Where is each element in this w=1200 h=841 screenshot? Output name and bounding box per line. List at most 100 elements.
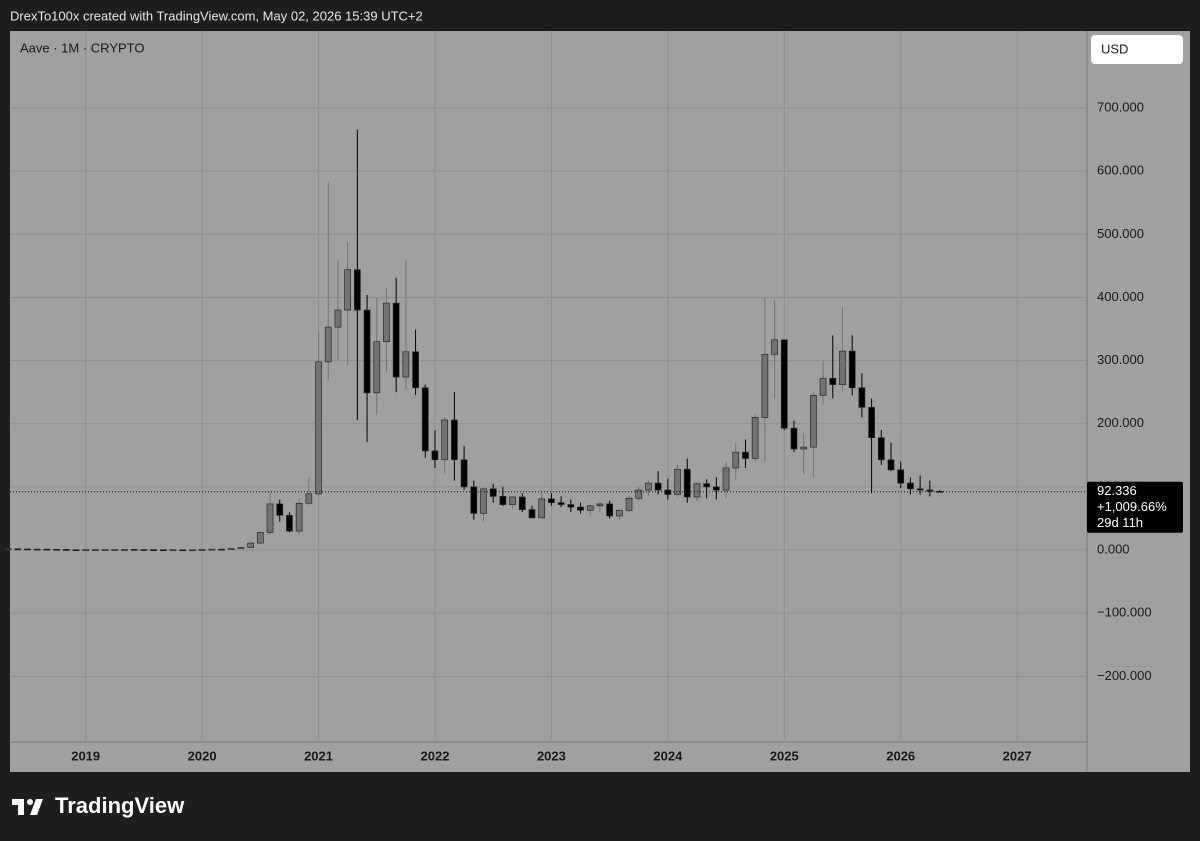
- candle-body: [24, 548, 31, 551]
- candle-body: [771, 339, 778, 355]
- x-tick-label: 2025: [770, 748, 799, 763]
- candle-body: [412, 351, 419, 389]
- candle-body: [790, 427, 798, 450]
- candle-body: [460, 459, 468, 488]
- x-tick-label: 2022: [421, 748, 450, 763]
- candle-body: [567, 504, 575, 508]
- logo-shape: [27, 799, 33, 805]
- candle-body: [926, 489, 934, 492]
- candle-body: [130, 549, 138, 551]
- candle-body: [334, 309, 342, 328]
- candle-body: [528, 509, 536, 519]
- candle-body: [509, 496, 516, 505]
- x-tick-label: 2023: [537, 748, 566, 763]
- candle-body: [732, 451, 740, 469]
- logo-shape: [30, 799, 43, 815]
- last-price-label: 92.336: [1097, 483, 1137, 498]
- candle-body: [557, 502, 565, 505]
- x-tick-label: 2026: [886, 748, 915, 763]
- candle-body: [722, 467, 730, 491]
- candle-body: [615, 509, 623, 517]
- candle-body: [169, 549, 177, 552]
- candle-body: [14, 548, 22, 551]
- chart-panel: [10, 31, 1190, 772]
- candle-body: [635, 489, 643, 499]
- candle-body: [92, 549, 99, 551]
- candle-body: [101, 549, 109, 551]
- chart-title: Aave · 1M · CRYPTO: [20, 40, 145, 55]
- last-price-box: [1087, 481, 1183, 533]
- candle-body: [198, 549, 206, 551]
- axes: −200.000−100.0000.000100.000200.000300.0…: [71, 99, 1183, 763]
- candle-body: [489, 488, 497, 497]
- candle-body: [548, 498, 555, 504]
- candle-body: [53, 548, 60, 551]
- candle-body: [480, 488, 487, 514]
- candle-body: [227, 548, 235, 550]
- candle-body: [858, 387, 866, 408]
- candle-body: [645, 482, 652, 491]
- currency-label[interactable]: USD: [1101, 41, 1128, 56]
- y-tick-label: 400.000: [1097, 289, 1144, 304]
- brand-logo: [12, 799, 43, 815]
- currency-button[interactable]: [1091, 35, 1183, 64]
- y-tick-label: 700.000: [1097, 99, 1144, 114]
- candle-body: [208, 548, 216, 551]
- candle-body: [402, 351, 410, 378]
- y-tick-label: 500.000: [1097, 226, 1144, 241]
- candle-body: [392, 302, 400, 378]
- candle-body: [159, 549, 167, 552]
- y-tick-label: 600.000: [1097, 163, 1144, 178]
- candle-body: [810, 394, 817, 448]
- candle-body: [266, 503, 274, 533]
- y-tick-label: 200.000: [1097, 415, 1144, 430]
- candle-body: [751, 417, 759, 459]
- candle-body: [189, 549, 196, 552]
- candle-body: [256, 532, 264, 544]
- candle-body: [848, 350, 856, 389]
- candle-body: [451, 419, 458, 461]
- candle-body: [62, 549, 70, 551]
- x-tick-label: 2027: [1003, 748, 1032, 763]
- candle-body: [237, 547, 245, 549]
- candle-body: [373, 341, 381, 394]
- x-tick-label: 2024: [653, 748, 683, 763]
- candle-body: [431, 450, 439, 461]
- candle-body: [344, 269, 352, 311]
- candle-body: [800, 446, 808, 450]
- header-text: DrexTo100x created with TradingView.com,…: [10, 8, 423, 23]
- candle-body: [907, 482, 914, 490]
- candle-body: [315, 361, 322, 495]
- candle-body: [499, 496, 507, 505]
- x-tick-label: 2021: [304, 748, 333, 763]
- countdown-label: 29d 11h: [1097, 515, 1143, 530]
- candle-body: [538, 498, 546, 519]
- candle-body: [712, 486, 720, 491]
- candle-body: [286, 514, 293, 532]
- brand-name: TradingView: [55, 793, 185, 818]
- plot-area: [4, 129, 1087, 552]
- candle-body: [353, 269, 361, 311]
- candle-body: [276, 503, 284, 516]
- candle-body: [218, 548, 225, 551]
- last-change-label: +1,009.66%: [1097, 499, 1167, 514]
- candle-body: [295, 502, 303, 532]
- y-tick-label: 0.000: [1097, 541, 1130, 556]
- candle-body: [4, 548, 12, 551]
- candle-body: [936, 490, 943, 493]
- candle-body: [664, 489, 672, 495]
- candle-body: [72, 549, 80, 552]
- candle-body: [606, 503, 613, 517]
- candle-body: [877, 437, 885, 461]
- y-tick-label: −200.000: [1097, 668, 1152, 683]
- candle-body: [121, 549, 128, 551]
- x-tick-label: 2020: [188, 748, 217, 763]
- candle-body: [887, 459, 895, 471]
- candle-body: [577, 506, 584, 511]
- candle-body: [247, 542, 254, 548]
- candle-body: [305, 493, 313, 504]
- candle-body: [383, 302, 390, 343]
- candle-body: [111, 549, 119, 551]
- candle-body: [518, 496, 526, 510]
